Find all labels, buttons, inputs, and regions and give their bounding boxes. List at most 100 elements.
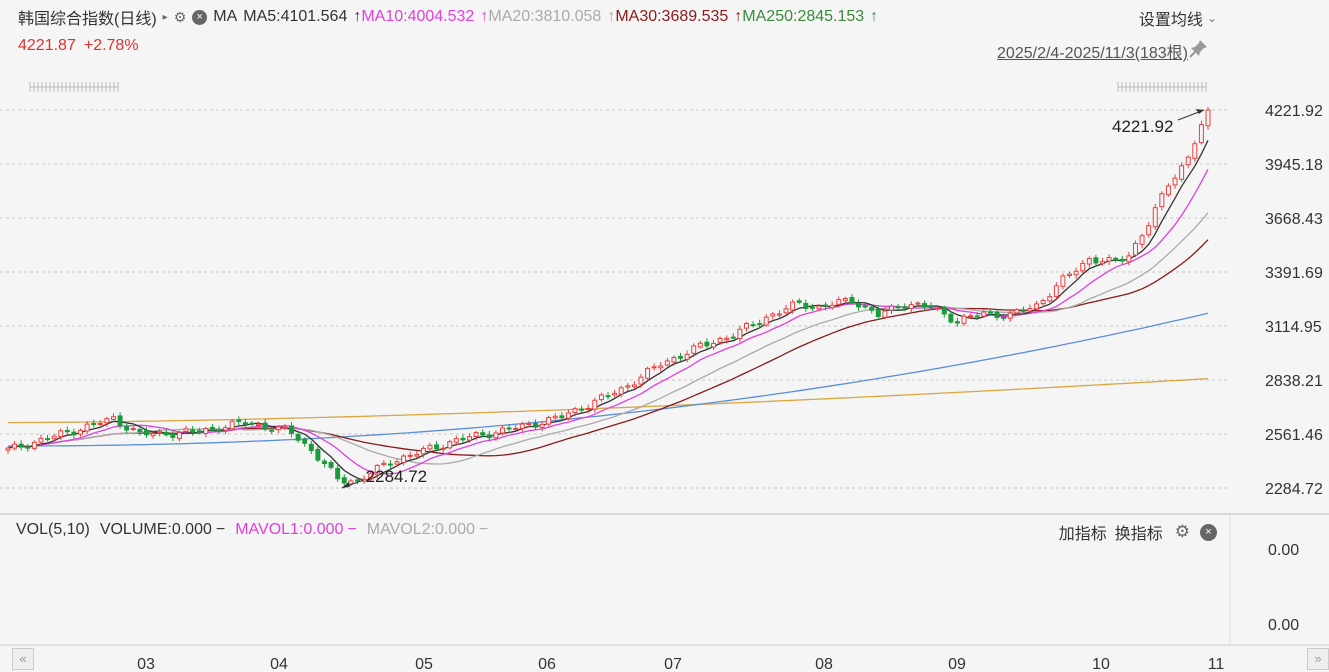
candle-body — [889, 305, 894, 311]
candle-body — [678, 355, 684, 359]
candle-body — [45, 438, 51, 441]
candle-body — [902, 306, 908, 309]
candle-body — [724, 337, 730, 341]
candle-body — [427, 444, 433, 450]
candle-body — [440, 447, 446, 450]
candle-body — [922, 303, 927, 308]
candle-body — [249, 422, 255, 425]
ma5-value: MA5:4101.564 — [243, 8, 348, 25]
candle-body — [289, 425, 294, 434]
candle-body — [1020, 309, 1026, 312]
candle-body — [1047, 296, 1053, 302]
candle-body — [915, 302, 921, 305]
pin-icon[interactable] — [1189, 38, 1209, 58]
candle-body — [869, 306, 875, 311]
candle-body — [1060, 275, 1066, 287]
candle-body — [295, 434, 301, 441]
close-icon[interactable]: × — [1200, 523, 1217, 541]
candle-body — [638, 376, 644, 385]
gear-icon[interactable]: ⚙ — [1174, 522, 1190, 541]
candle-body — [1179, 165, 1185, 180]
candle-body — [275, 426, 281, 431]
candle-body — [776, 313, 782, 316]
candle-body — [526, 423, 532, 426]
candle-body — [229, 420, 235, 430]
close-icon[interactable]: × — [192, 9, 208, 25]
candle-body — [565, 412, 571, 419]
ma30-value: MA30:3689.535 — [615, 8, 729, 25]
candle-body — [434, 444, 440, 450]
candle-body — [796, 300, 802, 303]
candle-body — [862, 305, 868, 308]
index-name[interactable]: 韩国综合指数(日线) — [18, 11, 157, 28]
candle-body — [209, 426, 215, 430]
add-indicator-button[interactable]: 加指标 — [1058, 526, 1107, 543]
high-arrowhead — [1196, 109, 1204, 114]
candle-body — [1198, 124, 1204, 144]
candle-body — [302, 438, 308, 444]
candle-body — [414, 453, 420, 457]
candle-body — [625, 385, 631, 388]
candle-body — [1086, 257, 1092, 265]
mavol1-value: MAVOL1:0.000 — [235, 521, 344, 538]
volume-dash: − — [215, 521, 226, 538]
x-tick-label: 10 — [1092, 656, 1110, 672]
candle-body — [829, 304, 835, 309]
candle-body — [757, 323, 763, 326]
annotations: 2284.72 4221.92 — [341, 109, 1205, 489]
candle-body — [645, 367, 651, 379]
candle-body — [816, 305, 822, 310]
candle-body — [407, 454, 413, 457]
candle-body — [882, 310, 888, 318]
candle-body — [506, 427, 512, 430]
candle-body — [1192, 143, 1198, 159]
candle-body — [948, 313, 954, 323]
candle-body — [117, 415, 123, 427]
y-tick-label: 3114.95 — [1265, 319, 1322, 336]
candle-body — [143, 430, 149, 436]
candle-body — [954, 321, 960, 324]
y-tick-label: 3391.69 — [1265, 265, 1323, 282]
scroll-left-button[interactable]: « — [12, 648, 34, 670]
vol-label[interactable]: VOL(5,10) — [16, 521, 90, 538]
candle-body — [1132, 242, 1138, 256]
ma20-arrow: ↑ — [607, 8, 616, 25]
candle-body — [803, 302, 809, 309]
candle-body — [18, 443, 24, 448]
y-tick-label: 4221.92 — [1265, 103, 1323, 120]
switch-indicator-button[interactable]: 换指标 — [1114, 526, 1163, 543]
x-tick-label: 11 — [1208, 656, 1225, 672]
candle-body — [783, 308, 789, 314]
candle-body — [1126, 255, 1132, 263]
candle-body — [500, 427, 505, 434]
scroll-right-button[interactable]: » — [1307, 648, 1329, 670]
candle-body — [579, 408, 585, 411]
candle-body — [961, 315, 967, 324]
candle-body — [750, 324, 756, 327]
candle-body — [974, 315, 980, 318]
settings-ma-button[interactable]: 设置均线 ⌄ — [1139, 6, 1217, 30]
candle-body — [236, 419, 242, 423]
candle-body — [453, 438, 459, 443]
candle-body — [157, 430, 163, 434]
candle-body — [585, 408, 591, 411]
gear-icon[interactable]: ⚙ — [173, 8, 187, 25]
candle-body — [176, 432, 182, 439]
candle-body — [664, 360, 670, 366]
candle-body — [315, 448, 321, 461]
candle-body — [58, 430, 64, 438]
candle-body — [717, 337, 723, 343]
candle-body — [1007, 312, 1013, 319]
candle-body — [532, 422, 538, 428]
play-icon[interactable]: ▸ — [162, 11, 168, 23]
date-range-label[interactable]: 2025/2/4-2025/11/3(183根) — [997, 45, 1188, 62]
candle-body — [730, 336, 736, 339]
candle-body — [111, 416, 116, 420]
y-tick-label: 2561.46 — [1265, 427, 1323, 444]
low-annotation: 2284.72 — [366, 467, 427, 486]
candle-body — [1027, 307, 1033, 312]
candle-body — [183, 428, 189, 432]
candle-body — [539, 423, 545, 428]
candle-body — [790, 301, 796, 311]
